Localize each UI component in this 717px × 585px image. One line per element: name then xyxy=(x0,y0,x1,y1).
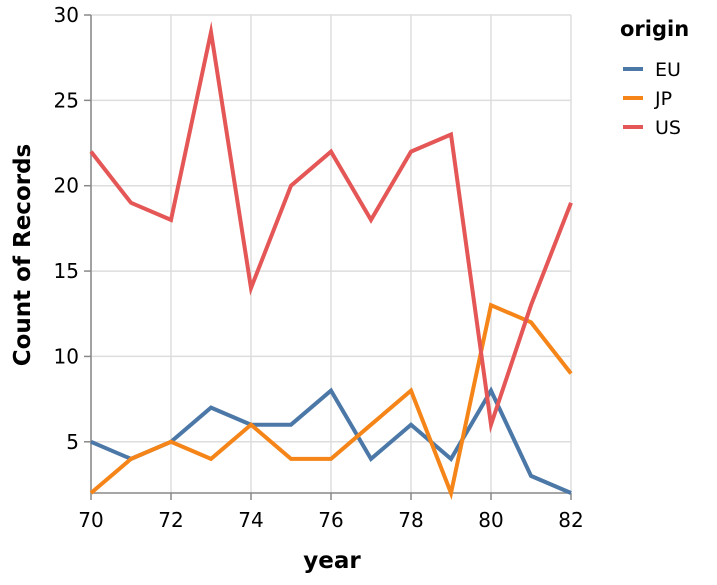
y-tick-label: 30 xyxy=(54,3,79,27)
series-line-jp xyxy=(89,302,573,500)
y-tick-label: 20 xyxy=(54,174,79,198)
data-series xyxy=(89,21,573,500)
x-tick-label: 70 xyxy=(78,508,103,532)
y-tick-label: 10 xyxy=(54,344,79,368)
axis-labels: year Count of Records xyxy=(10,144,361,574)
axes: 70 72 74 76 78 80 82 5 10 15 20 25 30 xyxy=(54,3,584,532)
y-tick-label: 25 xyxy=(54,88,79,112)
series-line-us xyxy=(89,21,573,434)
x-tick-label: 74 xyxy=(238,508,263,532)
y-tick-label: 5 xyxy=(66,430,79,454)
legend-title: origin xyxy=(620,17,689,41)
x-tick-label: 78 xyxy=(398,508,423,532)
x-axis-title: year xyxy=(303,548,361,574)
x-tick-label: 76 xyxy=(318,508,343,532)
x-tick-label: 80 xyxy=(478,508,503,532)
x-tick-label: 72 xyxy=(158,508,183,532)
x-tick-label: 82 xyxy=(558,508,583,532)
legend-label-eu: EU xyxy=(655,59,681,81)
legend: origin EU JP US xyxy=(620,17,689,139)
legend-label-jp: JP xyxy=(654,88,672,110)
y-axis-title: Count of Records xyxy=(10,144,36,367)
legend-label-us: US xyxy=(655,117,681,139)
gridlines xyxy=(90,14,572,493)
y-tick-label: 15 xyxy=(54,259,79,283)
